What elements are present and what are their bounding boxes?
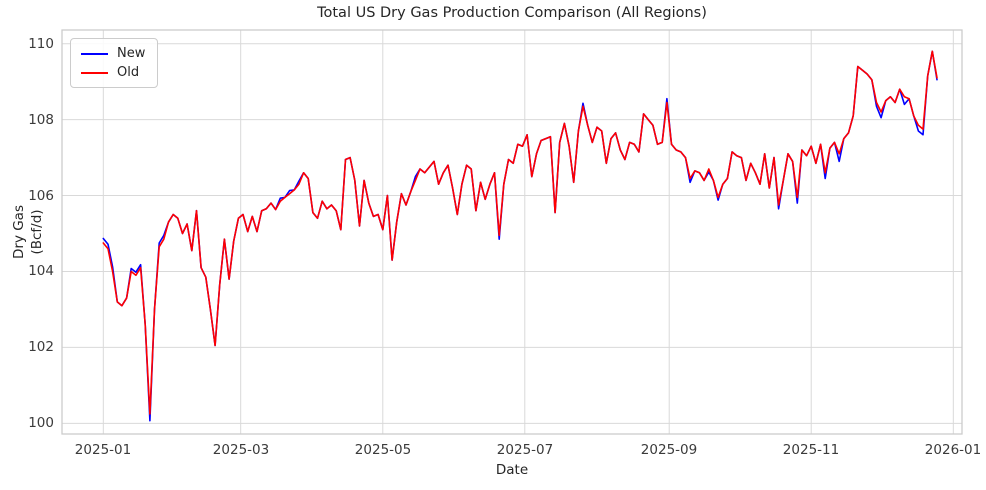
legend-entry-old: Old	[81, 63, 145, 82]
series-line-old	[102, 50, 938, 415]
x-tick-label: 2025-05	[354, 442, 412, 458]
x-tick-label: 2025-11	[782, 442, 840, 458]
x-tick-label: 2025-07	[496, 442, 554, 458]
x-tick-label: 2025-01	[74, 442, 132, 458]
x-tick-label: 2025-03	[212, 442, 270, 458]
y-tick-label: 100	[28, 415, 54, 431]
legend: New Old	[70, 38, 159, 88]
y-tick-label: 102	[28, 339, 54, 355]
x-tick-label: 2026-01	[924, 442, 982, 458]
x-tick-label: 2025-09	[640, 442, 698, 458]
legend-line-new-icon	[81, 52, 108, 55]
legend-label-new: New	[117, 46, 146, 61]
legend-label-old: Old	[117, 65, 140, 80]
plot-background	[62, 30, 962, 434]
y-tick-label: 104	[28, 263, 54, 279]
chart-title: Total US Dry Gas Production Comparison (…	[317, 5, 707, 21]
y-tick-label: 106	[28, 188, 54, 204]
x-axis-label: Date	[495, 462, 529, 478]
legend-line-old-icon	[81, 71, 108, 74]
legend-entry-new: New	[81, 44, 145, 63]
y-tick-label: 110	[28, 36, 54, 52]
y-tick-label: 108	[28, 112, 54, 128]
axes-frame	[61, 29, 963, 435]
